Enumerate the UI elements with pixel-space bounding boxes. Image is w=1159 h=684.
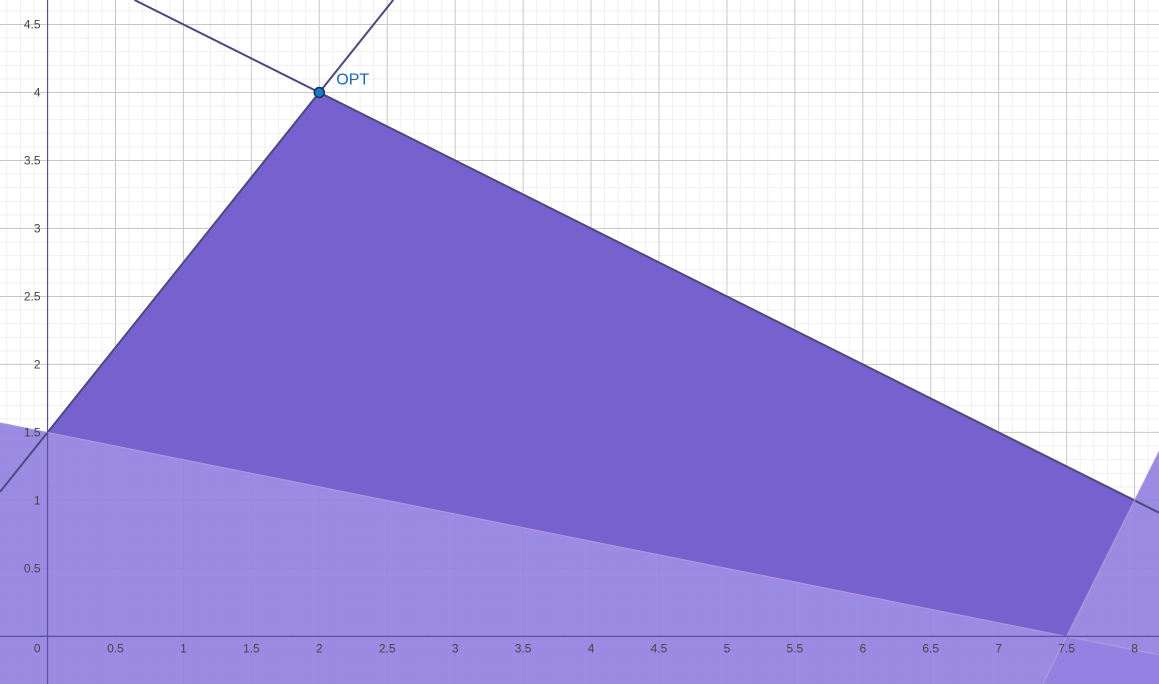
y-tick-label: 3.5 <box>24 153 41 167</box>
x-tick-label: 2.5 <box>379 641 396 655</box>
constraint-half-plane-shading <box>0 422 1159 684</box>
x-tick-label: 5.5 <box>787 641 804 655</box>
y-tick-label: 2 <box>34 357 41 371</box>
y-tick-label: 4 <box>34 85 41 99</box>
x-tick-label: 3 <box>452 641 459 655</box>
y-tick-label: 3 <box>34 221 41 235</box>
x-tick-label: 8 <box>1131 641 1138 655</box>
x-tick-label: 4 <box>588 641 595 655</box>
y-tick-label: 4.5 <box>24 17 41 31</box>
x-tick-label: 5 <box>724 641 731 655</box>
x-tick-label: 0 <box>34 641 41 655</box>
x-tick-label: 0.5 <box>107 641 124 655</box>
x-tick-label: 6.5 <box>922 641 939 655</box>
x-tick-label: 4.5 <box>651 641 668 655</box>
x-tick-label: 2 <box>316 641 323 655</box>
constraint-line <box>0 422 1159 656</box>
x-tick-label: 3.5 <box>515 641 532 655</box>
x-tick-label: 1.5 <box>243 641 260 655</box>
y-tick-label: 1 <box>34 493 41 507</box>
y-tick-label: 2.5 <box>24 289 41 303</box>
x-tick-label: 1 <box>180 641 187 655</box>
x-tick-label: 7 <box>995 641 1002 655</box>
constraint-line <box>1042 451 1159 684</box>
optimal-point-layer: OPT <box>313 71 369 99</box>
tick-labels-layer: 0 0.5 1 1.5 2 2.5 3 3.5 4 4.5 5 5.5 6 6.5 7 7.5 8 0.5 1 1.5… <box>24 17 1138 655</box>
x-tick-label: 7.5 <box>1058 641 1075 655</box>
constraint-line <box>0 0 394 493</box>
y-tick-label: 0.5 <box>24 561 41 575</box>
feasible-region <box>47 92 1135 637</box>
optimal-point[interactable] <box>313 86 326 99</box>
constraint-line <box>134 0 1159 514</box>
optimal-point-label: OPT <box>336 71 369 88</box>
y-tick-label: 1.5 <box>24 425 41 439</box>
x-tick-label: 6 <box>859 641 866 655</box>
